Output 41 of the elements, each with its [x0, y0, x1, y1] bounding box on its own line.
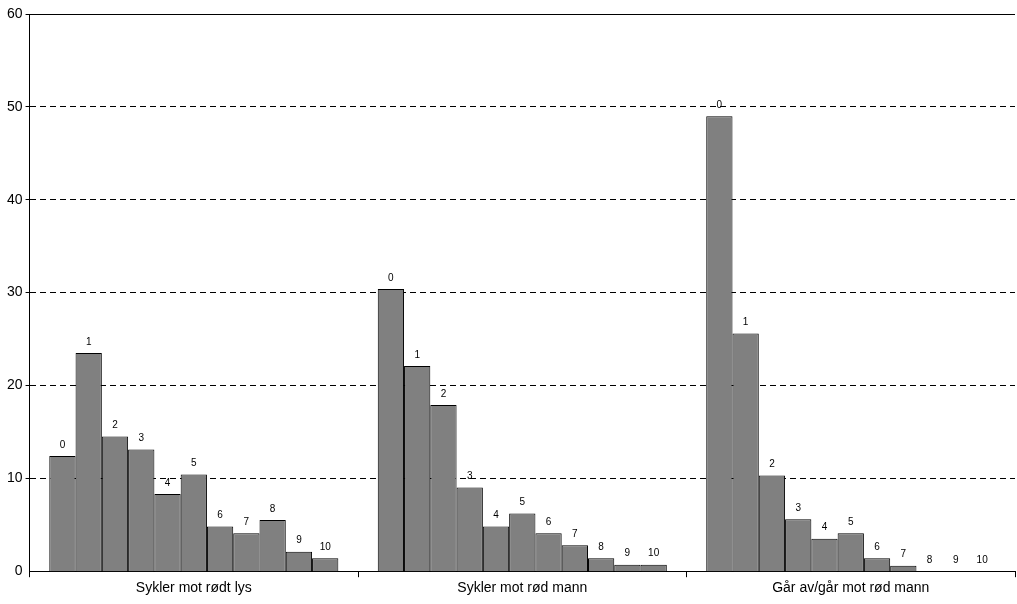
- text: 8: [926, 553, 933, 565]
- text: 5: [519, 496, 526, 508]
- text: 10: [648, 547, 660, 559]
- text: 0: [388, 271, 394, 283]
- series-label: 9: [296, 534, 303, 546]
- y-tick-label: 60: [6, 4, 23, 21]
- y-tick-label: 0: [14, 562, 23, 579]
- y-tick-label: 40: [6, 190, 23, 207]
- x-tick-label: Går av/går mot rød mann: [772, 579, 930, 596]
- x-tick-label: Sykler mot rødt lys: [135, 579, 252, 596]
- series-label: 2: [112, 419, 119, 431]
- text: 9: [624, 547, 631, 559]
- text: 5: [847, 515, 854, 527]
- text: 3: [795, 501, 801, 513]
- series-label: 7: [572, 527, 579, 539]
- series-label: 5: [191, 457, 198, 469]
- text: 1: [742, 316, 749, 328]
- series-label: 0: [59, 438, 66, 450]
- text: 10: [976, 553, 988, 565]
- text: 7: [900, 548, 907, 560]
- text: 2: [769, 458, 775, 470]
- series-label: 8: [269, 502, 276, 514]
- text: 4: [493, 509, 499, 521]
- text: 2: [440, 387, 447, 399]
- series-label: 4: [164, 476, 171, 488]
- x-tick-label: Sykler mot rød mann: [457, 579, 588, 596]
- text: 7: [243, 515, 250, 527]
- series-label: 10: [319, 540, 332, 552]
- text: 8: [598, 540, 604, 552]
- text: 1: [414, 348, 420, 360]
- series-label: 1: [85, 335, 92, 347]
- y-tick-label: 10: [6, 469, 23, 486]
- text: 6: [545, 515, 552, 527]
- y-tick-label: 30: [6, 283, 23, 300]
- text: 6: [874, 540, 880, 552]
- text: 9: [953, 553, 959, 565]
- y-tick-label: 50: [6, 97, 23, 114]
- text: 3: [138, 432, 145, 444]
- text: 4: [821, 521, 828, 533]
- series-label: 6: [217, 509, 224, 521]
- y-tick-label: 20: [6, 376, 23, 393]
